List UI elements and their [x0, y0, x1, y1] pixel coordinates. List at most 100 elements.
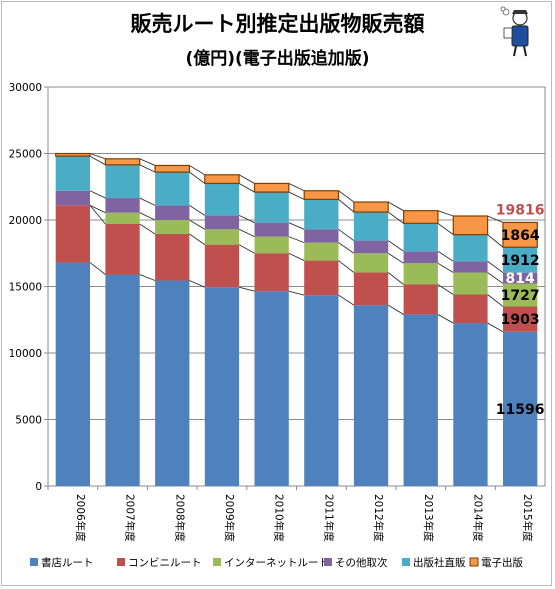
legend-swatch — [213, 558, 221, 566]
bar-segment — [155, 233, 190, 281]
series-line — [437, 250, 454, 262]
series-line — [387, 304, 404, 315]
bar-segment — [304, 242, 339, 261]
bar-segment — [503, 331, 538, 486]
e-publishing-outline — [55, 152, 91, 157]
series-line — [338, 199, 355, 213]
e-publishing-outline — [452, 215, 489, 236]
series-line — [288, 222, 305, 230]
e-publishing-outline — [253, 182, 290, 193]
series-line — [89, 153, 106, 160]
data-label: 19816 — [496, 202, 545, 218]
bar-segment — [304, 229, 339, 243]
series-line — [238, 183, 255, 193]
legend-label: その他取次 — [335, 556, 388, 569]
bar-segment — [254, 222, 289, 237]
bar-segment — [453, 294, 488, 324]
series-line — [89, 204, 106, 214]
series-line — [487, 215, 504, 223]
e-publishing-outline — [403, 210, 439, 224]
series-line — [437, 222, 454, 235]
bar-segment — [254, 236, 289, 254]
series-line — [437, 210, 454, 217]
bar-segment — [304, 199, 339, 230]
series-line — [238, 214, 255, 224]
series-line — [487, 234, 504, 248]
series-line — [189, 204, 206, 216]
series-line — [387, 272, 404, 285]
series-line — [387, 211, 404, 224]
bar-segment — [353, 253, 389, 273]
series-line — [338, 228, 355, 241]
bar-segment — [503, 272, 538, 284]
e-publishing-outline — [104, 158, 141, 166]
y-tick-label: 20000 — [9, 215, 42, 227]
bar-segment — [105, 223, 140, 275]
series-line — [387, 201, 404, 212]
bar-segment — [403, 223, 438, 252]
series-line — [338, 260, 355, 273]
y-tick-label: 5000 — [15, 415, 42, 427]
bar-segment — [353, 305, 389, 486]
bar-segment — [155, 165, 190, 173]
y-tick-label: 10000 — [9, 348, 42, 360]
legend-label: 電子出版 — [481, 556, 523, 569]
legend-swatch — [324, 558, 332, 566]
chart-title: 販売ルート別推定出版物販売額 — [130, 12, 425, 36]
x-tick-label: 2013年度 — [422, 494, 435, 542]
bar-segment — [254, 183, 289, 193]
bar-segment — [254, 291, 289, 486]
bar-segment — [403, 263, 438, 285]
series-line — [238, 286, 255, 292]
series-line — [487, 272, 504, 284]
bar-segment — [204, 174, 240, 184]
bar-segment — [105, 164, 140, 199]
series-line — [387, 240, 404, 252]
x-tick-label: 2010年度 — [273, 494, 286, 542]
series-line — [238, 244, 255, 254]
bar-segment — [503, 222, 538, 248]
series-line — [139, 197, 156, 206]
x-tick-label: 2008年度 — [173, 494, 186, 542]
data-label: 1727 — [501, 288, 540, 304]
series-line — [139, 223, 156, 235]
series-line — [487, 322, 504, 333]
bar-segment — [304, 260, 339, 296]
x-tick-label: 2015年度 — [521, 494, 534, 542]
bar-segment — [503, 247, 538, 273]
legend-label: 書店ルート — [41, 556, 94, 569]
series-line — [387, 252, 404, 264]
bar-segment — [304, 295, 339, 486]
series-line — [189, 219, 206, 230]
x-tick-label: 2012年度 — [372, 494, 385, 542]
series-line — [288, 191, 305, 200]
data-label: 1903 — [501, 312, 540, 328]
legend-swatch — [402, 558, 410, 566]
y-tick-label: 30000 — [9, 82, 42, 94]
bar-segment — [204, 215, 240, 230]
bar-segment — [55, 156, 90, 191]
bar-segment — [155, 280, 190, 486]
data-label: 1912 — [501, 253, 540, 269]
series-line — [139, 212, 156, 221]
series-line — [437, 314, 454, 324]
series-line — [139, 164, 156, 173]
bar-segment — [353, 202, 389, 213]
bar-segment — [204, 229, 240, 245]
data-label: 814 — [506, 271, 535, 287]
legend-label: コンビニルート — [128, 557, 202, 569]
series-line — [189, 165, 206, 176]
data-label: 1864 — [501, 228, 540, 244]
bar-segment — [55, 190, 90, 206]
bar-segment — [155, 172, 190, 206]
series-line — [189, 280, 205, 288]
x-tick-label: 2007年度 — [124, 494, 137, 542]
series-line — [288, 236, 305, 244]
series-line — [89, 190, 106, 199]
series-line — [288, 183, 305, 192]
bar-segment — [453, 261, 488, 273]
bar-segment — [204, 244, 240, 288]
bar-segment — [155, 220, 190, 234]
x-tick-label: 2009年度 — [223, 494, 236, 542]
